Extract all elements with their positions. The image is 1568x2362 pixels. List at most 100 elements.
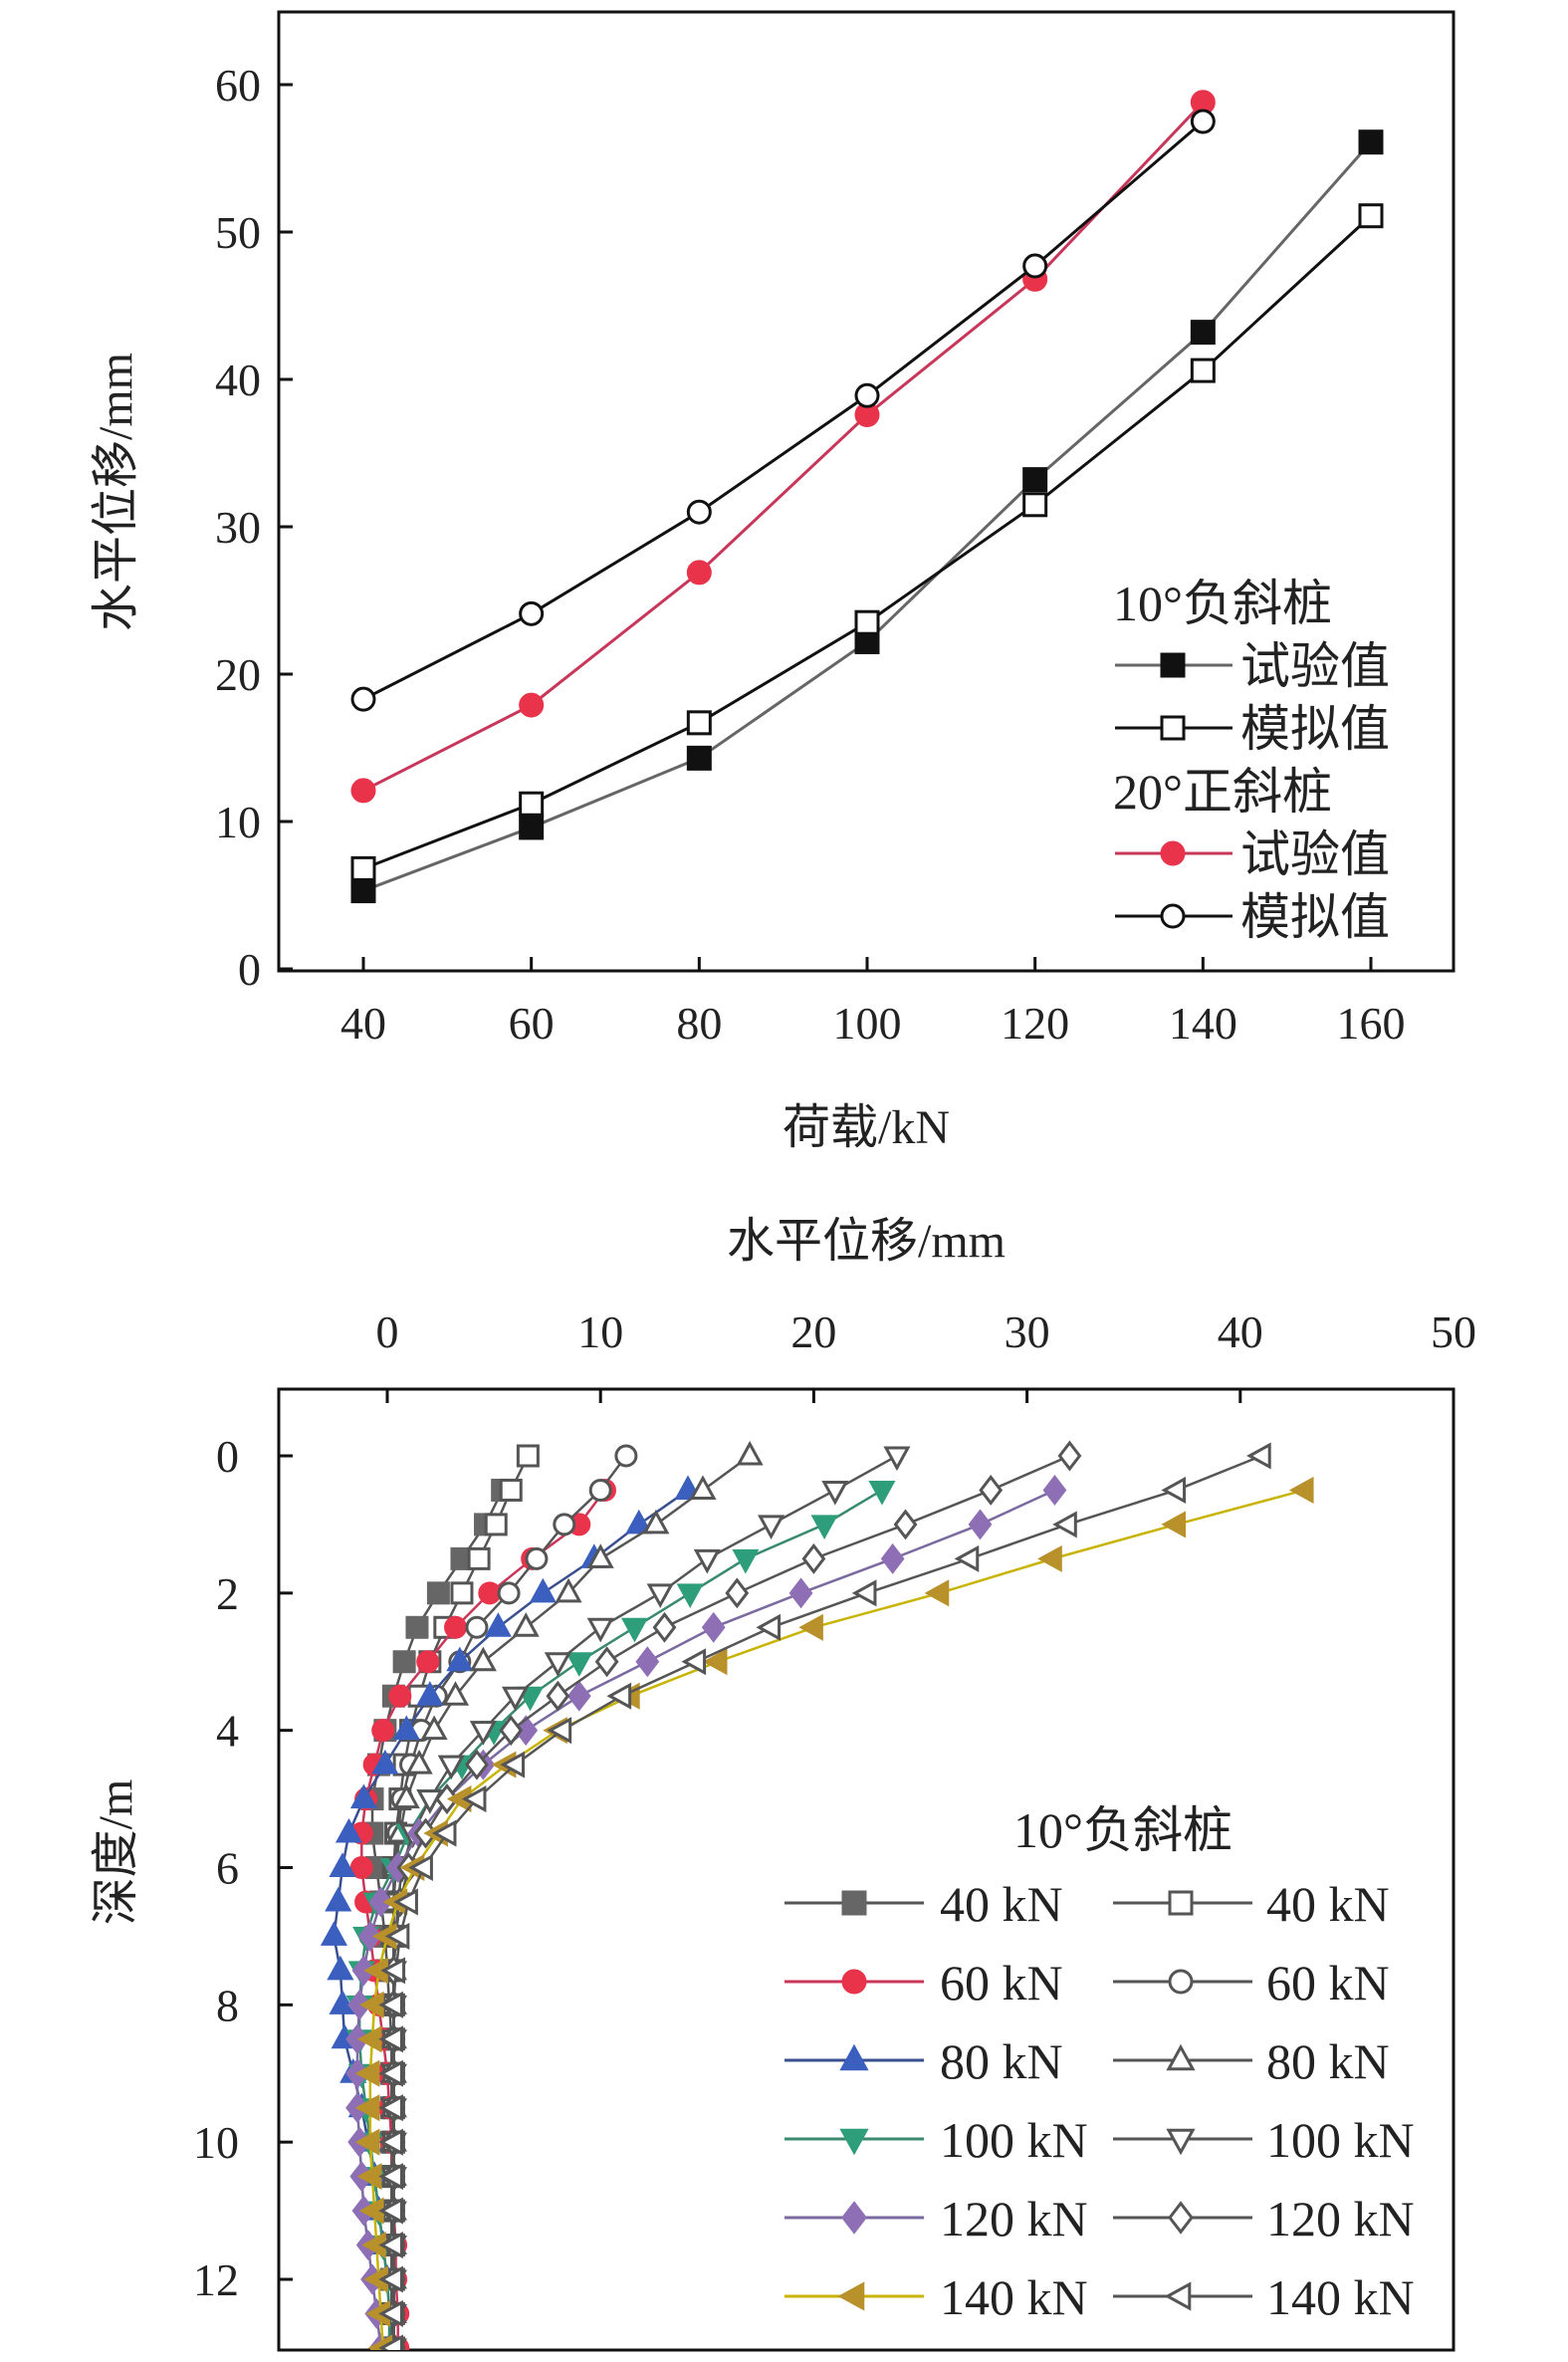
legend-label: 60 kN	[1266, 1955, 1390, 2010]
triangle-up-open-marker	[642, 1509, 670, 1535]
plot-frame	[277, 1387, 1456, 2352]
triangle-up-filled-marker	[484, 1612, 512, 1637]
x-tick-label: 50	[1431, 1306, 1476, 1357]
triangle-left-open-marker	[461, 1785, 487, 1813]
square-filled-marker	[392, 1650, 416, 1674]
triangle-down-open-marker	[1166, 2128, 1196, 2156]
triangle-left-filled-marker	[1037, 1544, 1062, 1572]
diamond-open-marker	[465, 1749, 489, 1780]
y-axis-title: 深度/m	[90, 1779, 142, 1926]
triangle-down-filled-marker	[810, 1515, 838, 1540]
triangle-left-filled-marker	[798, 1613, 823, 1641]
y-tick-label: 12	[193, 2254, 239, 2305]
triangle-up-open-marker	[736, 1440, 764, 1466]
diamond-filled-marker	[788, 1577, 813, 1609]
triangle-left-open-marker	[408, 1853, 433, 1882]
square-filled-marker	[1160, 652, 1186, 678]
triangle-down-open-marker	[416, 1789, 444, 1814]
triangle-up-filled-marker	[349, 1783, 377, 1809]
triangle-up-open-marker	[586, 1543, 614, 1568]
triangle-up-filled-marker	[839, 2043, 869, 2071]
square-filled-marker	[426, 1581, 450, 1605]
triangle-left-open-marker	[378, 2265, 403, 2293]
triangle-up-filled-marker	[325, 1886, 352, 1912]
x-tick-label: 0	[376, 1306, 399, 1357]
x-tick-label: 100	[833, 998, 902, 1049]
series-3	[350, 109, 1216, 712]
triangle-up-filled-marker	[329, 1852, 356, 1877]
x-tick-label: 60	[509, 998, 555, 1049]
square-open-marker	[450, 1581, 474, 1605]
circle-open-marker	[465, 1615, 489, 1639]
triangle-down-filled-marker	[565, 1652, 593, 1677]
triangle-left-open-marker	[756, 1613, 782, 1641]
triangle-left-open-marker	[851, 1579, 877, 1607]
legend-label: 120 kN	[940, 2191, 1088, 2246]
triangle-left-open-marker	[378, 2094, 403, 2122]
triangle-left-open-marker	[378, 2197, 403, 2225]
triangle-left-open-marker	[378, 2059, 403, 2087]
square-open-marker	[1358, 203, 1384, 229]
square-open-marker	[854, 609, 880, 635]
x-tick-label: 30	[1005, 1306, 1050, 1357]
series-10	[354, 1476, 1314, 2350]
plot-area	[320, 1440, 1314, 2350]
triangle-left-open-marker	[378, 2163, 403, 2191]
circle-open-marker	[525, 1546, 549, 1570]
triangle-down-open-marker	[821, 1480, 849, 1506]
triangle-left-open-marker	[378, 2232, 403, 2259]
y-tick-label: 40	[215, 354, 261, 405]
triangle-up-open-marker	[405, 1750, 433, 1774]
triangle-down-filled-marker	[839, 2128, 869, 2156]
triangle-left-filled-marker	[702, 1648, 728, 1676]
square-open-marker	[519, 791, 545, 817]
triangle-left-open-marker	[378, 1991, 403, 2018]
diamond-open-marker	[979, 1474, 1004, 1506]
square-open-marker	[467, 1546, 491, 1570]
circle-open-marker	[1190, 109, 1216, 134]
square-open-marker	[516, 1444, 540, 1468]
y-tick-label: 50	[215, 207, 261, 258]
diamond-open-marker	[499, 1715, 524, 1747]
y-tick-label: 0	[238, 944, 261, 995]
square-open-marker	[350, 855, 376, 881]
square-filled-marker	[686, 745, 712, 771]
legend-label: 试验值	[1240, 827, 1390, 882]
square-open-marker	[686, 710, 712, 736]
square-filled-marker	[1022, 467, 1048, 493]
series-11	[378, 1442, 1271, 2350]
triangle-up-filled-marker	[529, 1577, 557, 1603]
circle-filled-marker	[841, 1969, 867, 1995]
square-filled-marker	[405, 1615, 429, 1639]
circle-filled-marker	[416, 1650, 440, 1674]
series-2	[350, 90, 1216, 804]
diamond-filled-marker	[635, 1646, 660, 1678]
legend-label: 模拟值	[1240, 701, 1390, 757]
diamond-filled-marker	[1042, 1474, 1067, 1506]
diamond-open-marker	[594, 1646, 619, 1678]
triangle-left-open-marker	[431, 1819, 457, 1847]
circle-open-marker	[497, 1581, 521, 1605]
x-tick-label: 10	[577, 1306, 623, 1357]
legend-label: 80 kN	[940, 2033, 1063, 2089]
y-tick-label: 4	[216, 1706, 239, 1757]
triangle-down-filled-marker	[868, 1480, 896, 1506]
circle-open-marker	[854, 382, 880, 408]
diamond-open-marker	[652, 1611, 677, 1643]
y-tick-label: 6	[216, 1843, 239, 1894]
triangle-down-open-marker	[544, 1652, 571, 1677]
triangle-down-filled-marker	[732, 1548, 760, 1574]
triangle-down-open-marker	[469, 1721, 497, 1746]
circle-open-marker	[588, 1478, 612, 1502]
triangle-down-open-marker	[693, 1548, 721, 1574]
y-tick-label: 20	[215, 649, 261, 700]
circle-filled-marker	[371, 1719, 395, 1743]
triangle-left-filled-marker	[1288, 1476, 1314, 1504]
triangle-up-filled-marker	[329, 1990, 356, 2014]
triangle-down-open-marker	[646, 1583, 674, 1608]
triangle-left-open-marker	[1246, 1442, 1271, 1470]
square-open-marker	[484, 1513, 508, 1536]
legend-label: 试验值	[1240, 638, 1390, 694]
